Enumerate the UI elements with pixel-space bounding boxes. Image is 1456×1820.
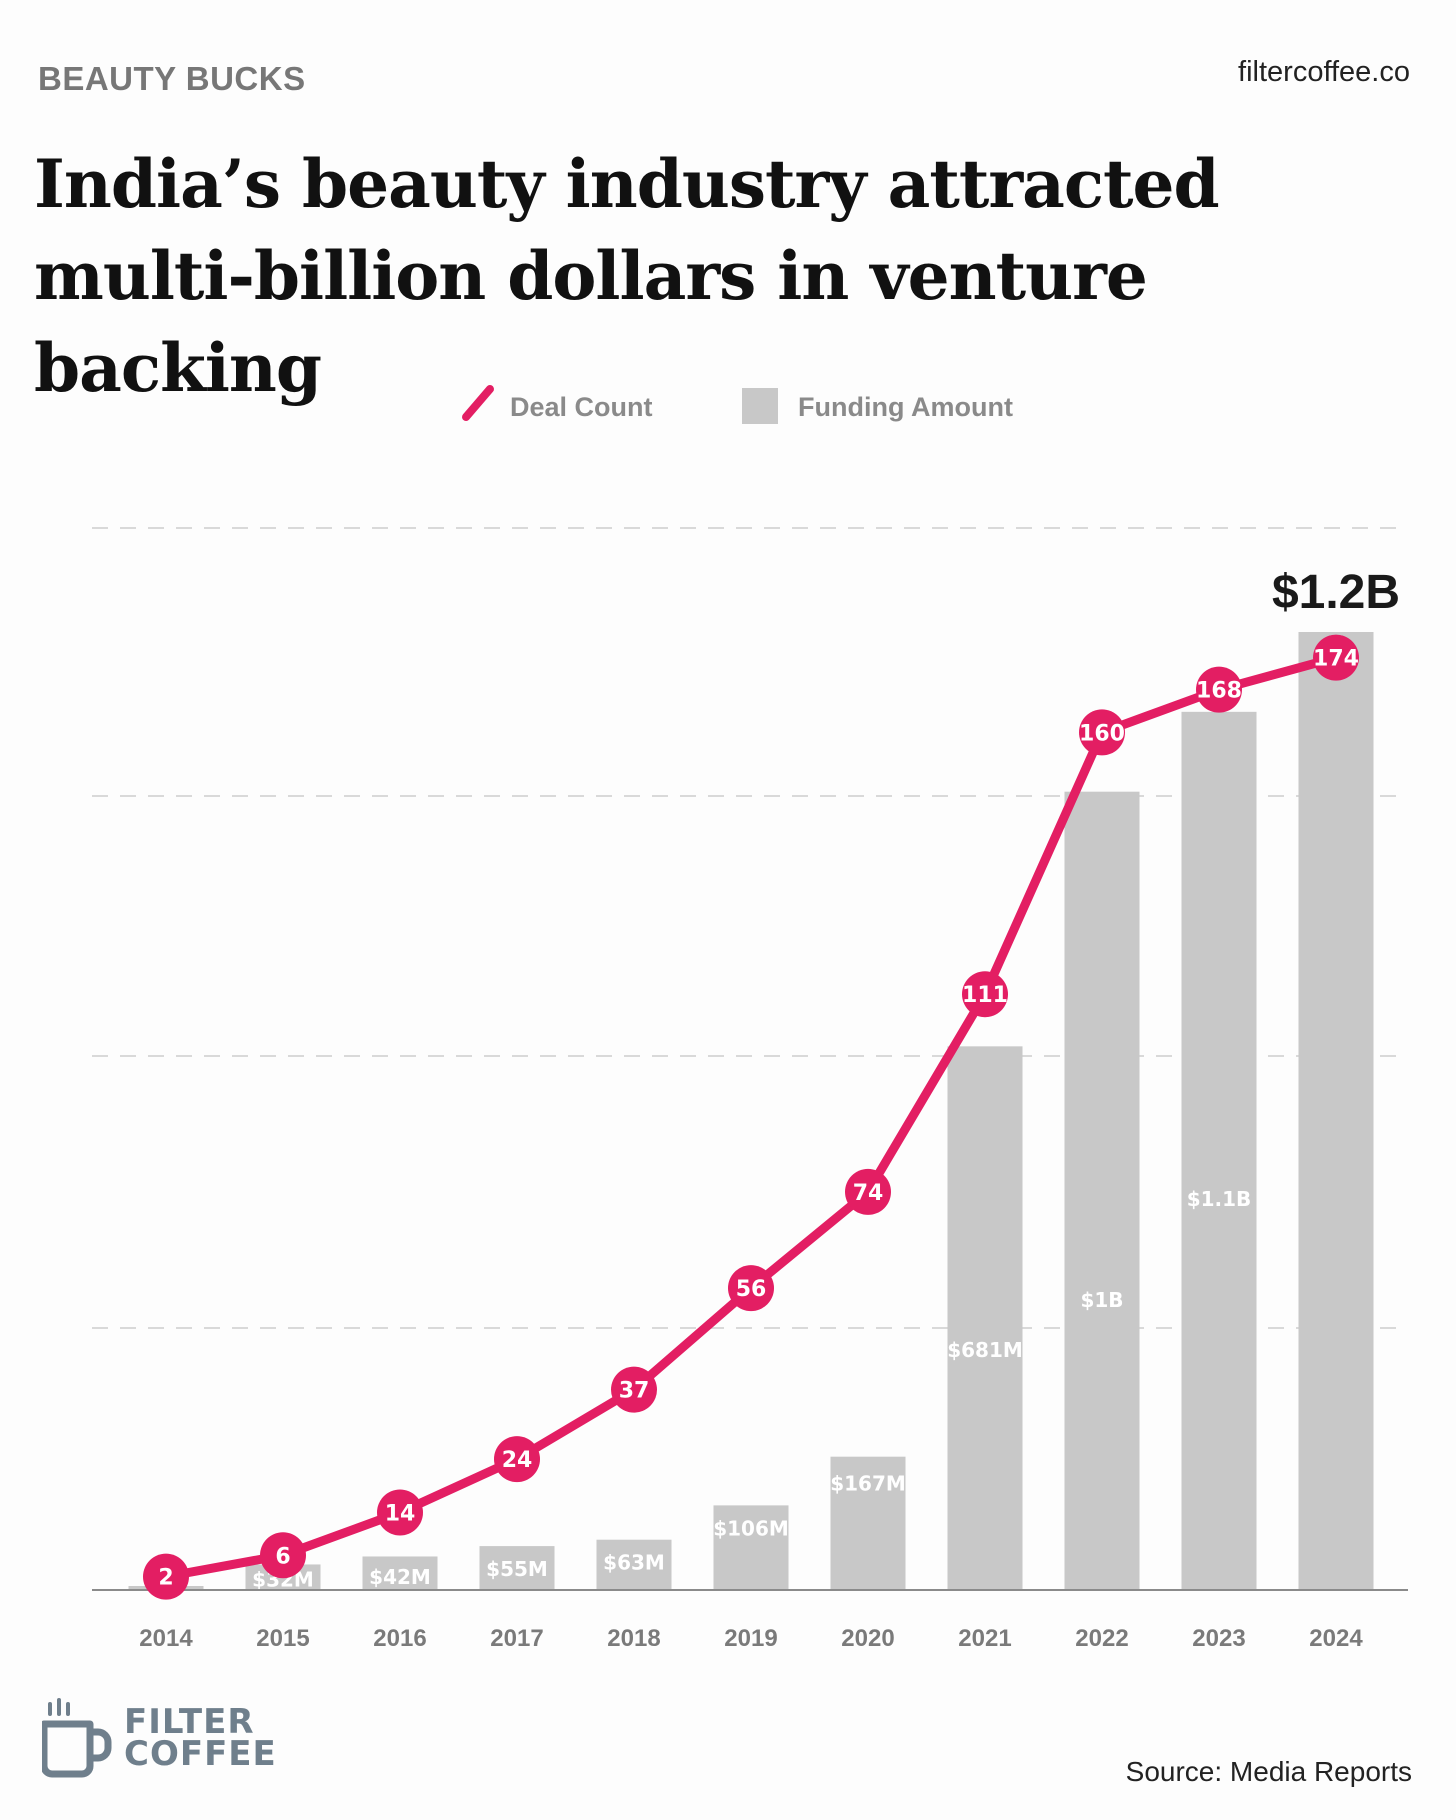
legend-line-swatch (462, 385, 494, 421)
deal-count-point (260, 1532, 306, 1579)
x-axis: 2014 2015 2016 2017 2018 2019 2020 2021 2022 2023… (92, 1589, 1408, 1652)
legend-label-funding-amount: Funding Amount (798, 392, 1013, 422)
x-tick-label: 2018 (607, 1625, 660, 1652)
funding-bar-label: $1B (1080, 1288, 1123, 1312)
funding-bar-label: $681M (947, 1338, 1023, 1362)
deal-count-point (1196, 666, 1242, 713)
funding-bar-label: $63M (603, 1551, 665, 1575)
funding-bar (1298, 632, 1374, 1590)
funding-bar (947, 1046, 1023, 1590)
deal-count-label: 24 (502, 1448, 533, 1473)
deal-count-label: 74 (853, 1181, 884, 1206)
funding-bar (713, 1505, 789, 1590)
chart-kicker: BEAUTY BUCKS (38, 60, 306, 97)
funding-bar-label: $42M (369, 1565, 431, 1589)
deal-count-label: 111 (962, 983, 1008, 1008)
bar-series: $32M $42M $55M $63M$106M$167M$681M$1B$1.1B$… (128, 566, 1400, 1591)
logo-line-2: COFFEE (124, 1734, 277, 1774)
x-tick-label: 2016 (373, 1625, 426, 1652)
funding-bar (830, 1456, 906, 1590)
deal-count-point (1079, 709, 1125, 756)
deal-count-point (962, 971, 1008, 1018)
x-tick-label: 2021 (958, 1625, 1011, 1652)
funding-bar (1181, 711, 1257, 1590)
funding-bar-label: $1.1B (1187, 1187, 1252, 1211)
deal-count-label: 6 (275, 1544, 290, 1569)
chart-legend: Deal Count Funding Amount (462, 385, 1013, 424)
legend-label-deal-count: Deal Count (510, 392, 653, 422)
funding-bar-label: $106M (713, 1516, 789, 1540)
chart-title: India’s beauty industry attracted multi-… (34, 145, 1220, 407)
x-tick-label: 2014 (139, 1625, 193, 1652)
source-note: Source: Media Reports (1125, 1756, 1412, 1787)
coffee-mug-icon (42, 1698, 112, 1778)
deal-count-point (845, 1168, 891, 1215)
x-tick-label: 2017 (490, 1625, 543, 1652)
deal-count-label: 56 (736, 1277, 767, 1302)
deal-count-point (1313, 634, 1359, 681)
x-tick-label: 2023 (1192, 1625, 1245, 1652)
deal-count-label: 2 (158, 1566, 173, 1591)
deal-count-point (728, 1265, 774, 1312)
deal-count-label: 160 (1079, 721, 1125, 746)
funding-bar-label: $167M (830, 1472, 906, 1496)
line-series: 2 6 14 24 37 56 74 111 160 168 174 (143, 634, 1359, 1600)
deal-count-point (377, 1489, 423, 1536)
deal-count-point (611, 1366, 657, 1413)
x-tick-label: 2015 (256, 1625, 309, 1652)
site-url[interactable]: filtercoffee.co (1238, 56, 1410, 88)
deal-count-label: 174 (1313, 647, 1359, 672)
x-tick-label: 2019 (724, 1625, 777, 1652)
x-tick-label: 2020 (841, 1625, 894, 1652)
x-tick-label: 2022 (1075, 1625, 1128, 1652)
logo-line-1: FILTER (124, 1702, 255, 1742)
funding-callout: $1.2B (1272, 566, 1400, 619)
deal-count-label: 168 (1196, 679, 1242, 704)
funding-bar (596, 1539, 672, 1590)
x-tick-label: 2024 (1309, 1625, 1363, 1652)
filter-coffee-logo: FILTER COFFEE (42, 1696, 302, 1786)
deal-count-label: 37 (619, 1379, 650, 1404)
logo-wordmark: FILTER COFFEE (124, 1702, 277, 1774)
deal-count-point (494, 1436, 540, 1483)
deal-count-label: 14 (385, 1502, 416, 1527)
funding-bar (479, 1546, 555, 1590)
deal-count-point (143, 1553, 189, 1600)
funding-bar-label: $55M (486, 1557, 548, 1581)
funding-bar (1064, 791, 1140, 1590)
legend-bar-swatch (742, 388, 778, 424)
funding-bar (362, 1556, 438, 1590)
